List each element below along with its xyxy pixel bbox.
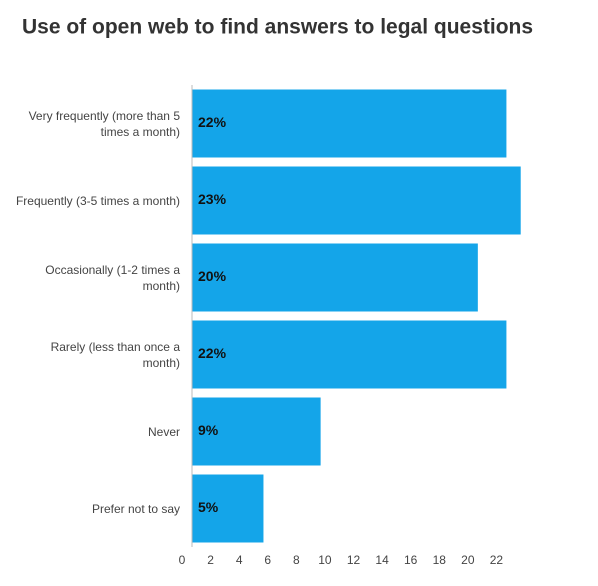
x-tick-label: 6	[264, 553, 271, 567]
y-tick-label: Very frequently (more than 5 times a mon…	[28, 108, 180, 139]
bar	[192, 397, 321, 466]
y-tick-label: Rarely (less than once a month)	[50, 339, 180, 370]
bar	[192, 320, 507, 389]
y-tick-label: Never	[147, 424, 180, 439]
x-tick-label: 18	[433, 553, 447, 567]
bar	[192, 474, 264, 543]
x-tick-label: 8	[293, 553, 300, 567]
x-tick-label: 4	[236, 553, 243, 567]
bar	[192, 89, 507, 158]
x-tick-label: 20	[461, 553, 475, 567]
x-tick-label: 14	[375, 553, 389, 567]
bar	[192, 166, 521, 235]
value-label: 20%	[198, 268, 227, 284]
value-label: 9%	[198, 422, 219, 438]
value-label: 22%	[198, 114, 227, 130]
bar	[192, 243, 478, 312]
chart-title: Use of open web to find answers to legal…	[22, 16, 533, 39]
y-tick-label: Frequently (3-5 times a month)	[15, 193, 180, 208]
x-tick-label: 2	[207, 553, 214, 567]
value-label: 23%	[198, 191, 227, 207]
x-tick-label: 22	[490, 553, 504, 567]
x-tick-label: 10	[318, 553, 332, 567]
x-tick-label: 12	[347, 553, 361, 567]
x-tick-label: 0	[179, 553, 186, 567]
value-label: 22%	[198, 345, 227, 361]
x-tick-label: 16	[404, 553, 418, 567]
value-label: 5%	[198, 499, 219, 515]
y-tick-label: Occasionally (1-2 times a month)	[45, 262, 180, 293]
y-tick-label: Prefer not to say	[91, 501, 180, 516]
